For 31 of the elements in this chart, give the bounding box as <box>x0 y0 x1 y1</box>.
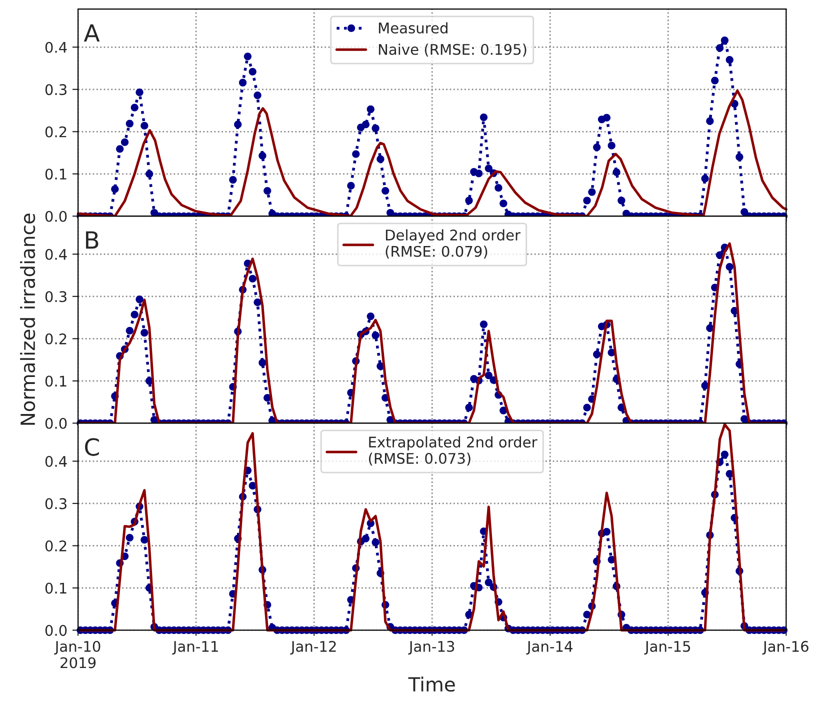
y-tick-label: 0.1 <box>45 376 66 387</box>
y-tick-label: 0.3 <box>45 291 66 302</box>
y-tick-label: 0.2 <box>45 333 66 344</box>
y-tick-label: 0.4 <box>45 248 67 260</box>
y-tick-label: 0.3 <box>45 84 66 96</box>
x-tick-label: Jan-11 <box>172 641 218 655</box>
y-tick-label: 0.0 <box>45 418 67 429</box>
y-tick-label: 0.4 <box>45 456 67 467</box>
legend-label: Naive (RMSE: 0.195) <box>378 44 526 57</box>
x-axis-title: Time <box>408 676 455 692</box>
y-tick-label: 0.2 <box>45 126 66 138</box>
x-tick-label: Jan-10 2019 <box>54 640 100 668</box>
x-tick-label: Jan-14 <box>526 641 572 655</box>
y-axis-title: Normalized irradiance <box>20 214 36 425</box>
y-tick-label: 0.1 <box>45 168 66 180</box>
x-tick-label: Jan-16 <box>762 640 808 655</box>
x-tick-label: Jan-13 <box>408 640 454 655</box>
legend-label: Measured <box>378 22 448 34</box>
y-tick-label: 0.0 <box>45 210 67 222</box>
y-tick-label: 0.1 <box>45 582 66 594</box>
y-tick-label: 0.2 <box>45 540 66 552</box>
legend-label: Delayed 2nd order (RMSE: 0.079) <box>386 229 521 259</box>
x-tick-label: Jan-12 <box>290 640 336 655</box>
y-tick-label: 0.3 <box>45 498 66 510</box>
annotation: C <box>85 438 99 456</box>
y-tick-label: 0.4 <box>45 42 67 53</box>
legend-label: Extrapolated 2nd order (RMSE: 0.073) <box>369 436 538 466</box>
y-tick-label: 0.0 <box>45 624 67 636</box>
annotation: A <box>84 24 100 42</box>
annotation: B <box>86 231 98 249</box>
x-tick-label: Jan-15 <box>644 641 690 655</box>
